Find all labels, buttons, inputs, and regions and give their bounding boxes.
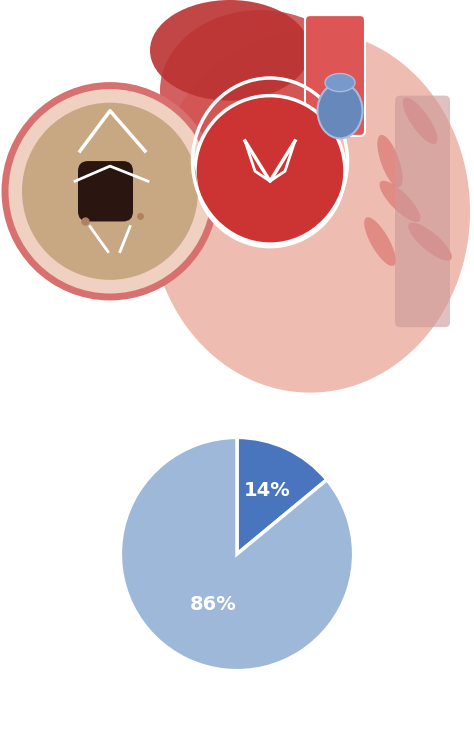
Ellipse shape xyxy=(380,181,420,222)
Ellipse shape xyxy=(364,217,396,266)
Ellipse shape xyxy=(408,222,452,261)
Wedge shape xyxy=(120,437,354,671)
Circle shape xyxy=(5,85,215,297)
Wedge shape xyxy=(237,437,327,554)
Ellipse shape xyxy=(325,74,355,92)
Circle shape xyxy=(195,95,345,246)
Ellipse shape xyxy=(318,83,363,139)
Ellipse shape xyxy=(150,30,470,393)
FancyBboxPatch shape xyxy=(78,161,133,222)
FancyBboxPatch shape xyxy=(395,95,450,327)
Ellipse shape xyxy=(150,0,310,101)
Ellipse shape xyxy=(402,98,438,144)
FancyBboxPatch shape xyxy=(305,15,365,136)
Text: 86%: 86% xyxy=(190,595,237,615)
Circle shape xyxy=(22,103,198,280)
Ellipse shape xyxy=(160,10,360,171)
Text: 14%: 14% xyxy=(244,481,290,500)
Ellipse shape xyxy=(377,135,402,187)
